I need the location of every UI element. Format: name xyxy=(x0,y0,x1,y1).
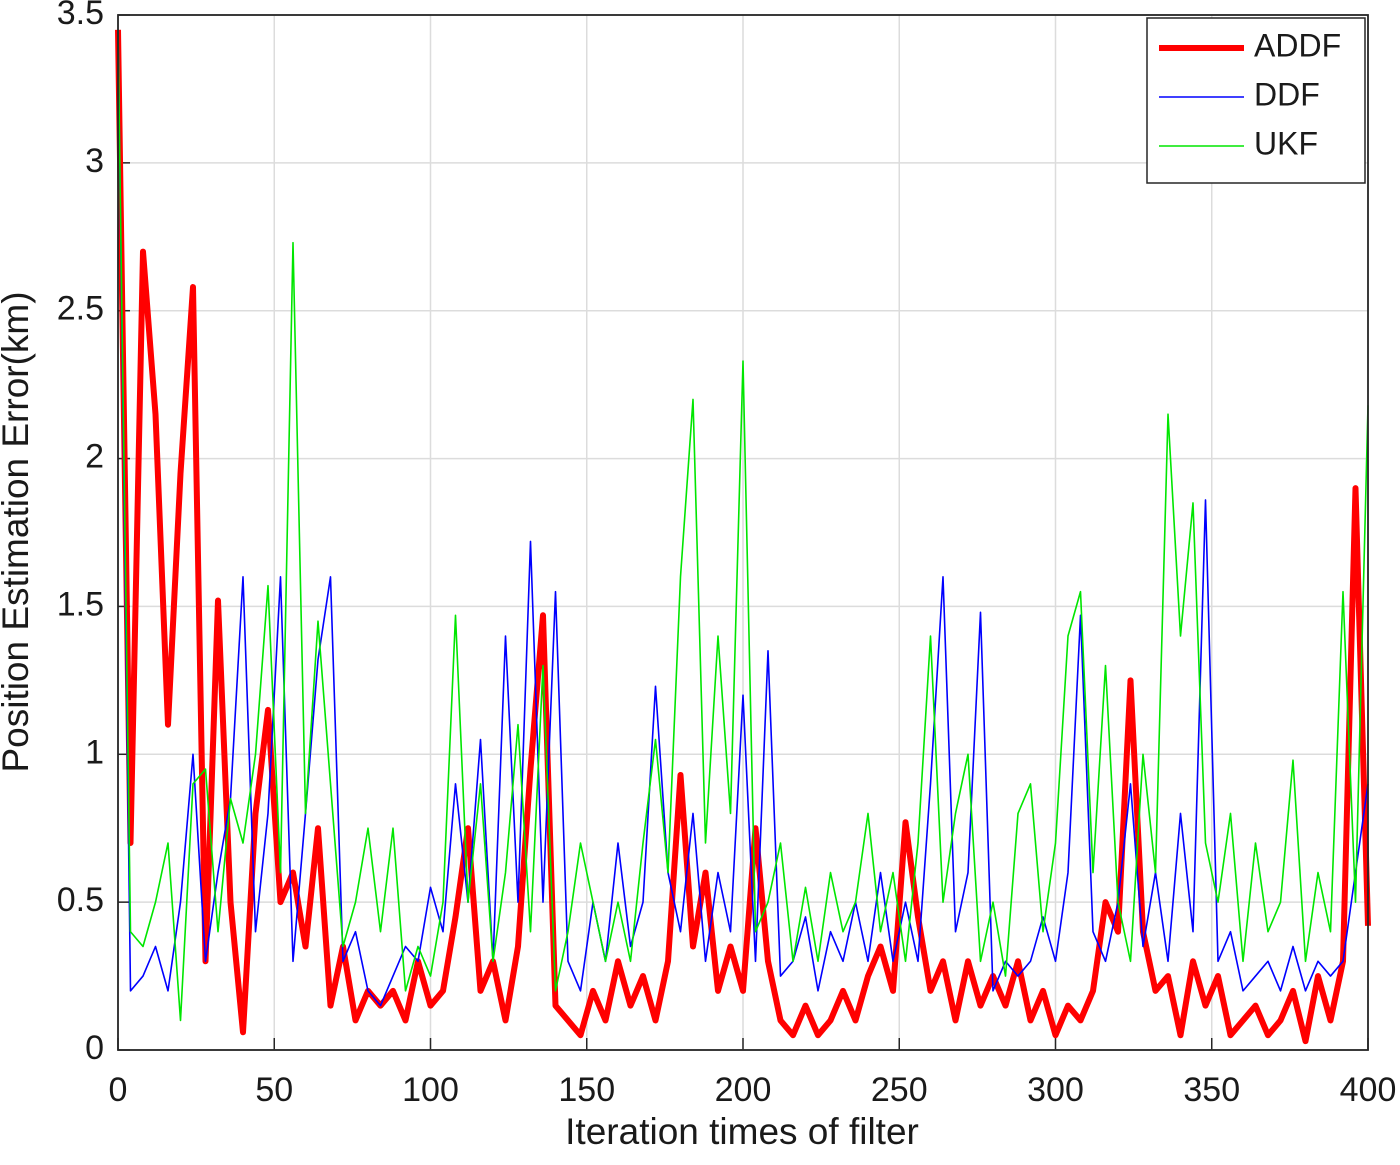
legend-label: UKF xyxy=(1254,125,1318,161)
data-line xyxy=(117,29,1369,1007)
x-tick-label: 50 xyxy=(255,1071,293,1109)
x-tick-label: 200 xyxy=(715,1071,772,1109)
y-tick-label: 0 xyxy=(85,1029,104,1067)
legend-label: DDF xyxy=(1254,76,1320,112)
x-tick-label: 150 xyxy=(558,1071,615,1109)
legend: ADDF DDF UKF xyxy=(1146,17,1366,184)
data-line xyxy=(117,29,1369,1022)
x-tick-label: 100 xyxy=(402,1071,459,1109)
x-tick-label: 400 xyxy=(1340,1071,1397,1109)
y-axis-label: Position Estimation Error(km) xyxy=(0,291,36,772)
plot-frame xyxy=(117,14,1369,1051)
x-tick-label: 250 xyxy=(871,1071,928,1109)
x-tick-label: 350 xyxy=(1183,1071,1240,1109)
x-tick-label: 300 xyxy=(1027,1071,1084,1109)
y-tick-label: 1.5 xyxy=(57,585,104,623)
y-tick-label: 2 xyxy=(85,438,104,476)
y-tick-label: 0.5 xyxy=(57,881,104,919)
y-tick-label: 3.5 xyxy=(57,0,104,32)
x-tick-label: 0 xyxy=(109,1071,128,1109)
y-tick-label: 2.5 xyxy=(57,290,104,328)
legend-label: ADDF xyxy=(1254,27,1341,63)
y-tick-label: 3 xyxy=(85,142,104,180)
data-line xyxy=(115,29,1371,1045)
x-axis-label: Iteration times of filter xyxy=(565,1111,919,1152)
y-tick-label: 1 xyxy=(85,733,104,771)
